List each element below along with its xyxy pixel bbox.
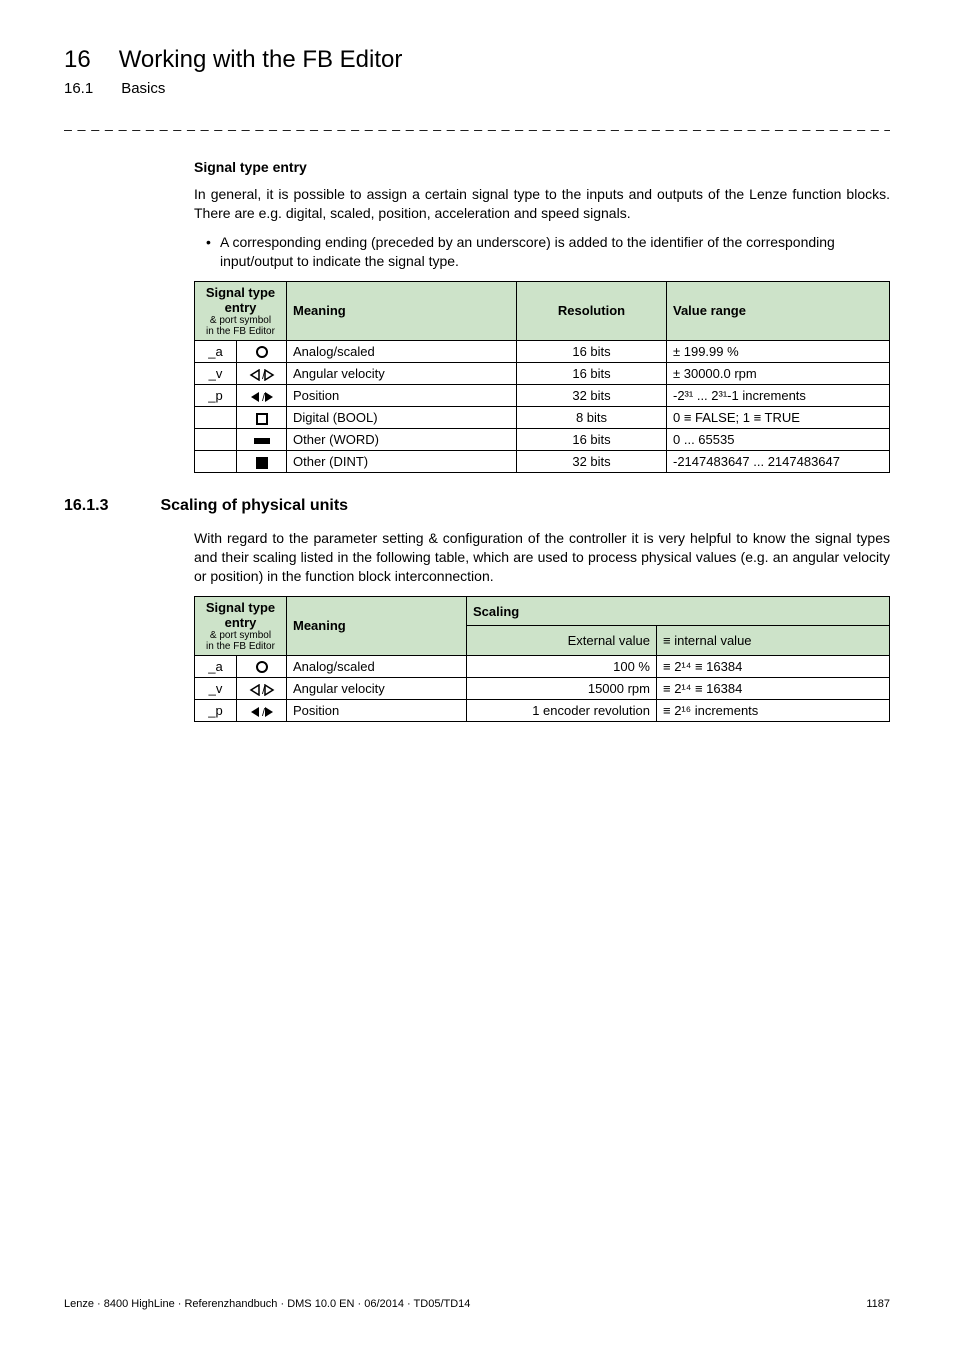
row-suffix: _a	[195, 655, 237, 678]
angular-velocity-icon: /	[249, 684, 275, 696]
table-row: _p / Position1 encoder revolution≡ 2¹⁶ inc…	[195, 700, 890, 722]
row-resolution: 32 bits	[517, 451, 667, 473]
row-resolution: 16 bits	[517, 340, 667, 363]
row-suffix: _a	[195, 340, 237, 363]
signal-type-table: Signal type entry & port symbol in the F…	[194, 281, 890, 474]
separator-dashes: _ _ _ _ _ _ _ _ _ _ _ _ _ _ _ _ _ _ _ _ …	[64, 115, 890, 131]
row-internal-value: ≡ 2¹⁴ ≡ 16384	[657, 678, 890, 700]
section-title: Scaling of physical units	[160, 497, 348, 515]
th2-meaning: Meaning	[287, 596, 467, 655]
row-range: -2147483647 ... 2147483647	[667, 451, 890, 473]
table-row: Other (WORD)16 bits0 ... 65535	[195, 429, 890, 451]
table-row: _p / Position32 bits-2³¹ ... 2³¹-1 increme…	[195, 385, 890, 407]
chapter-number: 16	[64, 46, 91, 74]
row-suffix	[195, 407, 237, 429]
row-meaning: Position	[287, 700, 467, 722]
table-row: _a Analog/scaled16 bits± 199.99 %	[195, 340, 890, 363]
row-internal-value: ≡ 2¹⁶ increments	[657, 700, 890, 722]
row-resolution: 32 bits	[517, 385, 667, 407]
chapter-title: Working with the FB Editor	[119, 46, 403, 74]
row-external-value: 100 %	[467, 655, 657, 678]
table-row: _v / Angular velocity16 bits± 30000.0 rpm	[195, 363, 890, 385]
th-signal-type-sub2: in the FB Editor	[201, 326, 280, 337]
table-row: Digital (BOOL)8 bits0 ≡ FALSE; 1 ≡ TRUE	[195, 407, 890, 429]
dint-icon	[256, 457, 268, 469]
row-suffix	[195, 429, 237, 451]
row-range: 0 ≡ FALSE; 1 ≡ TRUE	[667, 407, 890, 429]
footer-page-number: 1187	[866, 1298, 890, 1310]
row-icon-cell: /	[237, 678, 287, 700]
subchapter-title: Basics	[121, 80, 165, 97]
table-row: Other (DINT)32 bits-2147483647 ... 21474…	[195, 451, 890, 473]
th2-signal-type: Signal type entry & port symbol in the F…	[195, 596, 287, 655]
row-resolution: 16 bits	[517, 429, 667, 451]
row-icon-cell	[237, 451, 287, 473]
th-value-range: Value range	[667, 281, 890, 340]
row-range: 0 ... 65535	[667, 429, 890, 451]
row-suffix	[195, 451, 237, 473]
row-external-value: 1 encoder revolution	[467, 700, 657, 722]
page-footer: Lenze · 8400 HighLine · Referenzhandbuch…	[64, 1298, 890, 1310]
th2-internal: ≡ internal value	[657, 626, 890, 656]
row-suffix: _v	[195, 678, 237, 700]
signal-type-bullet: A corresponding ending (preceded by an u…	[206, 233, 890, 271]
th2-external: External value	[467, 626, 657, 656]
table-row: _a Analog/scaled100 %≡ 2¹⁴ ≡ 16384	[195, 655, 890, 678]
subchapter-number: 16.1	[64, 80, 93, 97]
row-icon-cell	[237, 407, 287, 429]
row-range: ± 199.99 %	[667, 340, 890, 363]
row-meaning: Angular velocity	[287, 678, 467, 700]
row-meaning: Angular velocity	[287, 363, 517, 385]
signal-type-heading: Signal type entry	[194, 159, 890, 175]
section-paragraph: With regard to the parameter setting & c…	[194, 529, 890, 586]
row-suffix: _v	[195, 363, 237, 385]
th-signal-type-sub1: & port symbol	[201, 315, 280, 326]
row-suffix: _p	[195, 385, 237, 407]
row-icon-cell	[237, 429, 287, 451]
section-number: 16.1.3	[64, 497, 108, 515]
word-icon	[254, 436, 270, 446]
row-icon-cell: /	[237, 385, 287, 407]
row-meaning: Position	[287, 385, 517, 407]
section-header: 16.1.3 Scaling of physical units	[64, 497, 890, 515]
row-meaning: Digital (BOOL)	[287, 407, 517, 429]
th-resolution: Resolution	[517, 281, 667, 340]
th-meaning: Meaning	[287, 281, 517, 340]
row-icon-cell	[237, 655, 287, 678]
analog-icon	[255, 345, 269, 359]
footer-left: Lenze · 8400 HighLine · Referenzhandbuch…	[64, 1298, 470, 1310]
row-meaning: Analog/scaled	[287, 655, 467, 678]
row-suffix: _p	[195, 700, 237, 722]
th-signal-type: Signal type entry & port symbol in the F…	[195, 281, 287, 340]
row-icon-cell: /	[237, 700, 287, 722]
chapter-header: 16 Working with the FB Editor	[64, 46, 890, 74]
row-meaning: Other (DINT)	[287, 451, 517, 473]
table-row: _v / Angular velocity15000 rpm≡ 2¹⁴ ≡ 1638…	[195, 678, 890, 700]
digital-icon	[256, 413, 268, 425]
th2-signal-type-sub1: & port symbol	[201, 630, 280, 641]
row-resolution: 16 bits	[517, 363, 667, 385]
row-range: ± 30000.0 rpm	[667, 363, 890, 385]
row-external-value: 15000 rpm	[467, 678, 657, 700]
position-icon: /	[249, 391, 275, 403]
th2-scaling: Scaling	[467, 596, 890, 626]
position-icon: /	[249, 706, 275, 718]
angular-velocity-icon: /	[249, 369, 275, 381]
analog-icon	[255, 660, 269, 674]
th2-signal-type-sub2: in the FB Editor	[201, 641, 280, 652]
subchapter-header: 16.1 Basics	[64, 80, 890, 97]
row-resolution: 8 bits	[517, 407, 667, 429]
scaling-table: Signal type entry & port symbol in the F…	[194, 596, 890, 723]
row-internal-value: ≡ 2¹⁴ ≡ 16384	[657, 655, 890, 678]
th-signal-type-label: Signal type entry	[206, 285, 275, 315]
row-icon-cell	[237, 340, 287, 363]
row-icon-cell: /	[237, 363, 287, 385]
th2-signal-type-label: Signal type entry	[206, 600, 275, 630]
signal-type-paragraph: In general, it is possible to assign a c…	[194, 185, 890, 223]
row-meaning: Analog/scaled	[287, 340, 517, 363]
row-meaning: Other (WORD)	[287, 429, 517, 451]
row-range: -2³¹ ... 2³¹-1 increments	[667, 385, 890, 407]
